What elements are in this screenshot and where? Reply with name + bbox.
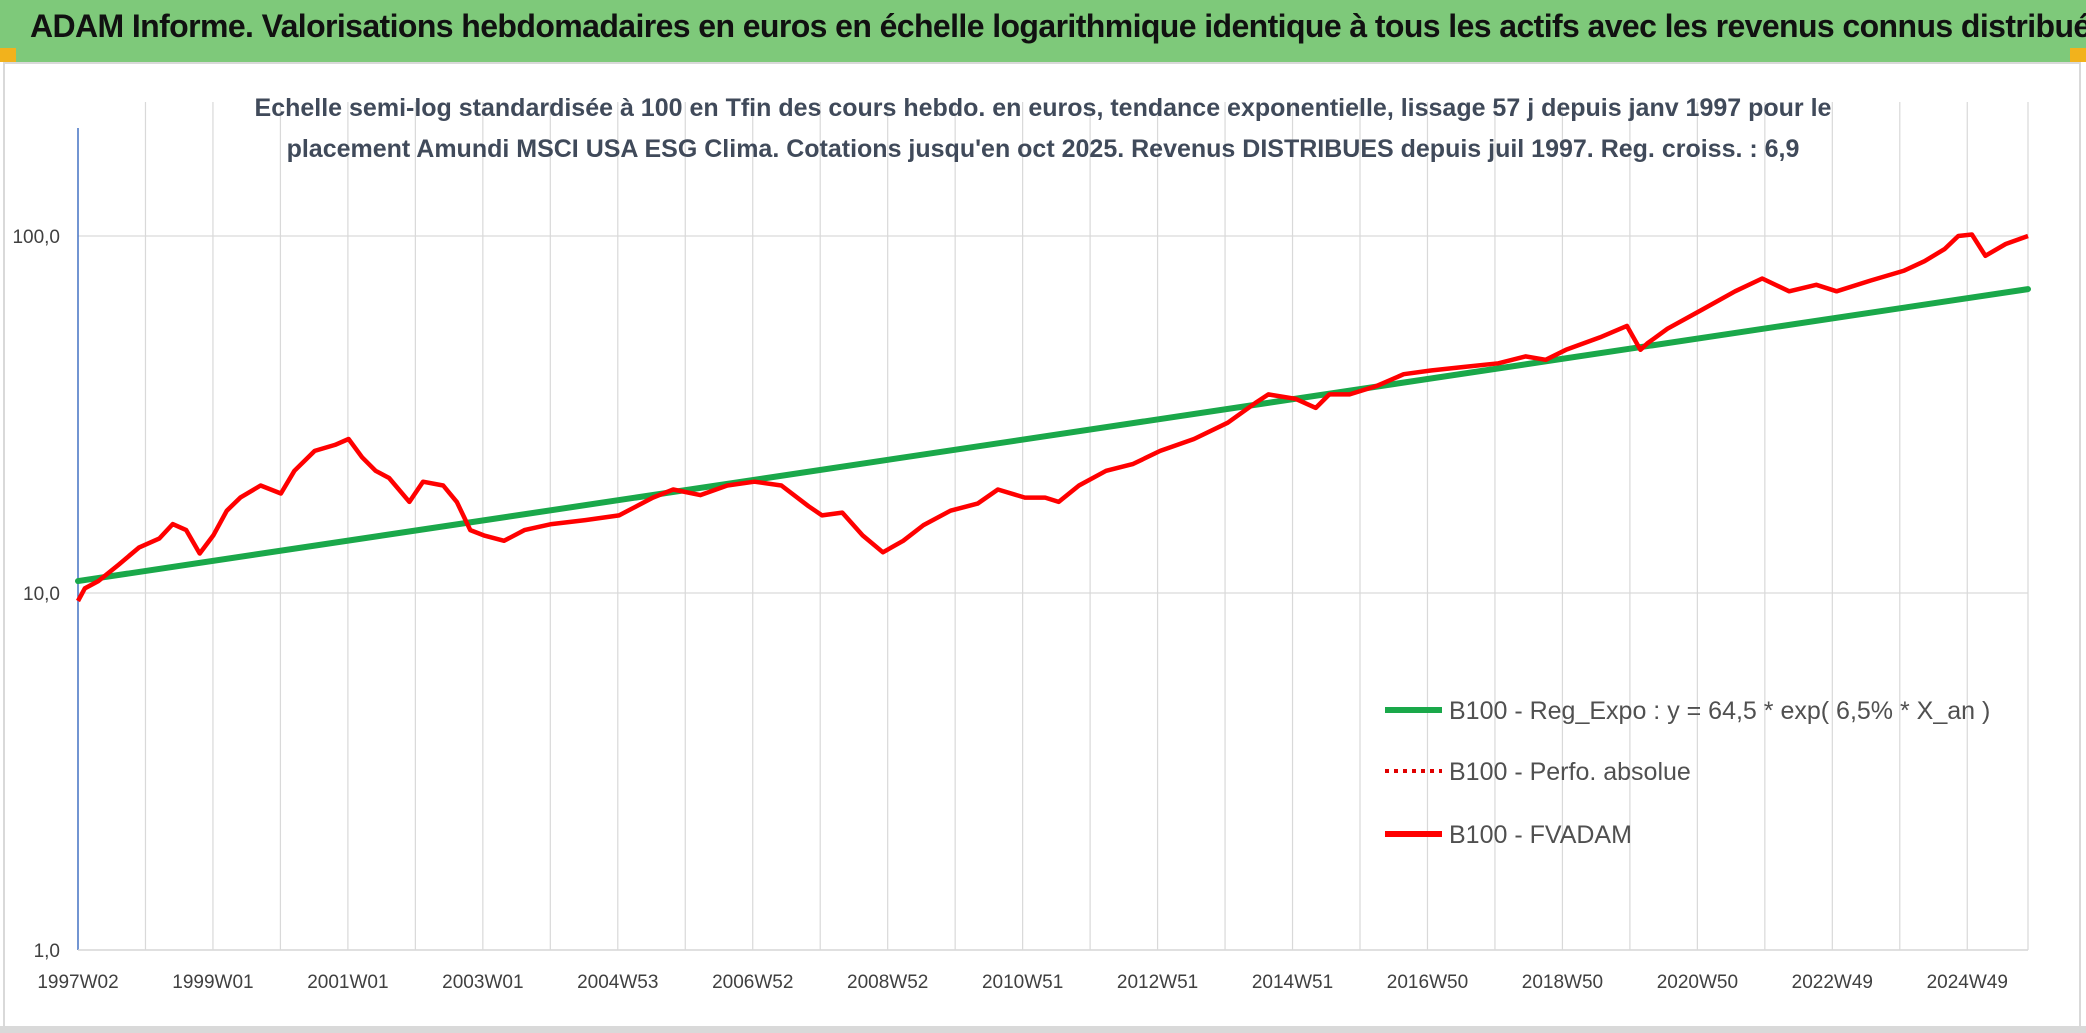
y-tick-label: 1,0	[34, 941, 60, 962]
x-tick-label: 2001W01	[307, 972, 388, 993]
x-tick-label: 2006W52	[712, 972, 793, 993]
y-tick-label: 100,0	[12, 227, 60, 248]
trend-line	[75, 286, 2031, 585]
x-tick-label: 2016W50	[1387, 972, 1468, 993]
page-title: ADAM Informe. Valorisations hebdomadaire…	[30, 8, 2086, 44]
legend-label: B100 - Reg_Expo : y = 64,5 * exp( 6,5% *…	[1449, 697, 1990, 725]
x-tick-label: 2003W01	[442, 972, 523, 993]
x-axis-ticks: 1997W02 1999W01 2001W01 2003W01 2004W53 2006W…	[37, 972, 2008, 993]
corner-accent-left	[0, 48, 16, 62]
legend-label: B100 - Perfo. absolue	[1449, 758, 1691, 786]
x-tick-label: 1997W02	[37, 972, 118, 993]
y-tick-label: 10,0	[23, 584, 60, 605]
chart-subtitle-line-2: placement Amundi MSCI USA ESG Clima. Cot…	[287, 135, 1800, 163]
x-tick-label: 2010W51	[982, 972, 1063, 993]
legend-item-perfo: B100 - Perfo. absolue	[1385, 758, 1691, 786]
x-tick-label: 2014W51	[1252, 972, 1333, 993]
x-tick-label: 2004W53	[577, 972, 658, 993]
chart-subtitle-line-1: Echelle semi-log standardisée à 100 en T…	[255, 94, 1832, 122]
corner-accent-right	[2070, 48, 2086, 62]
fvadam-line	[76, 232, 2029, 603]
x-tick-label: 2020W50	[1657, 972, 1738, 993]
chart-frame	[3, 62, 2081, 1028]
legend-item-trend: B100 - Reg_Expo : y = 64,5 * exp( 6,5% *…	[1385, 697, 1990, 725]
title-banner: ADAM Informe. Valorisations hebdomadaire…	[0, 0, 2086, 62]
x-tick-label: 2008W52	[847, 972, 928, 993]
chart-series	[75, 232, 2031, 603]
legend-item-fvadam: B100 - FVADAM	[1385, 821, 1632, 849]
chart-legend: B100 - Reg_Expo : y = 64,5 * exp( 6,5% *…	[1385, 697, 1990, 849]
x-tick-label: 1999W01	[172, 972, 253, 993]
x-tick-label: 2024W49	[1927, 972, 2008, 993]
x-tick-label: 2018W50	[1522, 972, 1603, 993]
x-tick-label: 2012W51	[1117, 972, 1198, 993]
y-axis-ticks: 1,0 10,0 100,0	[12, 227, 60, 962]
x-tick-label: 2022W49	[1792, 972, 1873, 993]
legend-label: B100 - FVADAM	[1449, 821, 1632, 849]
chart-frame-bottom	[0, 1026, 2086, 1033]
grid-lines	[78, 102, 2029, 951]
